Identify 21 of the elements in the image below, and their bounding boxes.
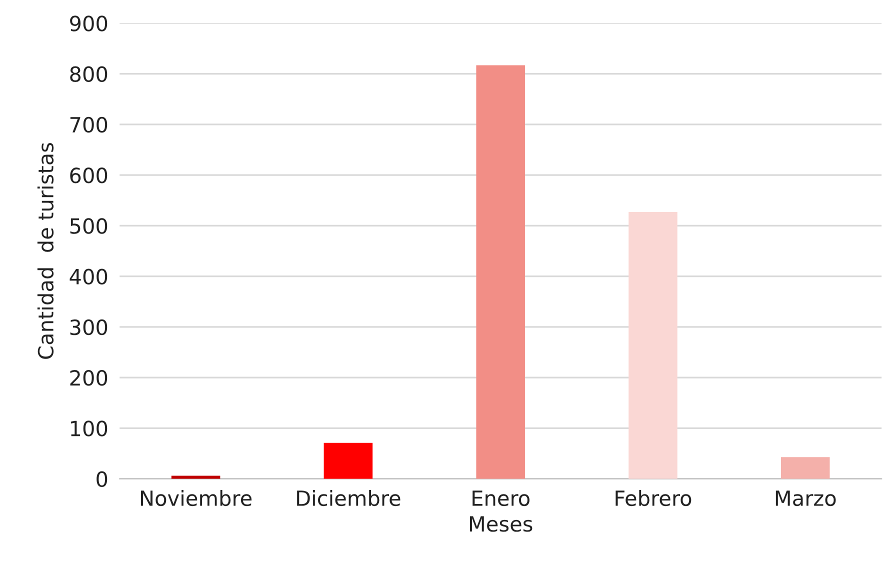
x-axis-title: Meses [470,516,532,532]
x-tick-label: Enero [472,490,530,506]
bar [628,212,678,479]
y-tick-label: 700 [70,116,108,133]
x-tick-label: Diciembre [297,490,400,506]
y-axis-title: Cantidad de turistas [37,143,54,359]
x-tick-label: Noviembre [141,490,252,506]
y-tick-label: 900 [70,16,108,32]
y-tick-label: 600 [70,168,108,184]
y-tick-label: 800 [70,66,108,82]
y-tick-label: 100 [71,420,108,436]
x-tick-label: Febrero [616,490,692,506]
bar [780,457,830,479]
y-tick-label: 200 [70,370,108,386]
x-tick-label: Marzo [776,490,836,506]
bar [324,442,373,479]
y-tick-label: 300 [70,319,108,336]
y-tick-label: 400 [70,268,108,285]
y-tick-label: 500 [70,218,108,234]
y-tick-label: 0 [96,471,108,488]
bar [476,65,525,479]
